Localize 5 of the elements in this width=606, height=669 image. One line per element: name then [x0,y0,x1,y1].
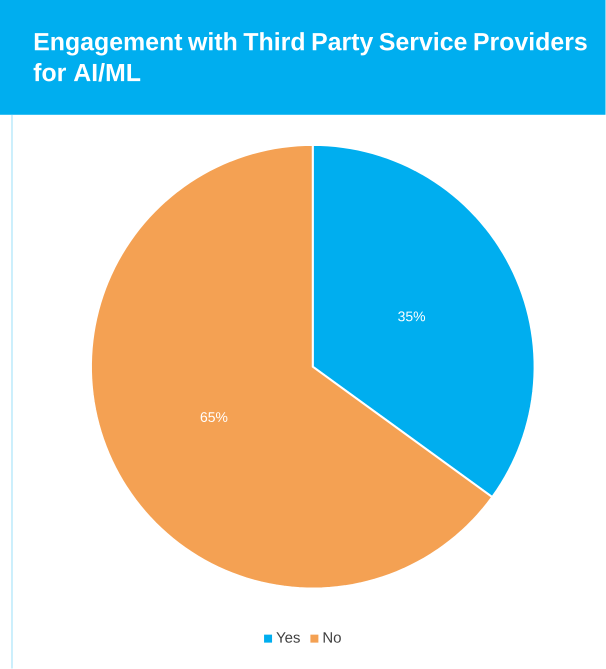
chart-title: Engagement with Third Party Service Providers for AI/ML [34,32,587,82]
data-label: 65% [200,412,228,422]
legend-label: Yes [276,632,300,643]
data-label: 35% [398,311,426,322]
legend-label: No [324,632,342,643]
